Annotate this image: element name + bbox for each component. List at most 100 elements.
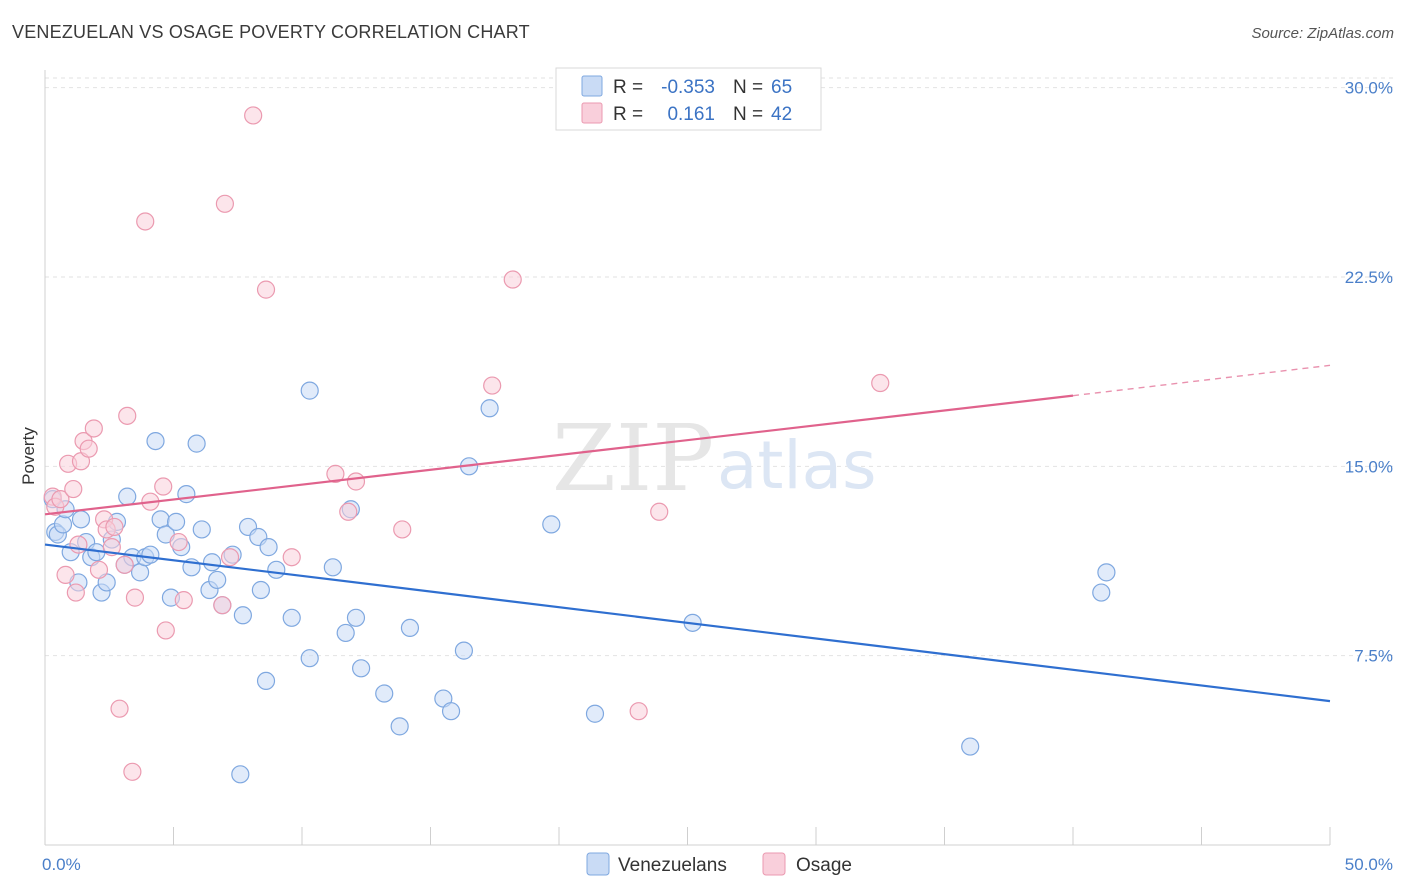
data-point-venezuelans — [118, 487, 137, 506]
data-point-osage — [326, 464, 345, 484]
data-point-osage — [115, 555, 134, 574]
data-point-osage — [650, 502, 669, 521]
watermark-zip: ZIP — [552, 405, 714, 512]
data-point-venezuelans — [375, 684, 394, 703]
data-point-venezuelans — [151, 510, 170, 529]
legend-r-label-osage: R = — [613, 104, 643, 125]
data-point-osage — [110, 699, 129, 718]
data-point-osage — [174, 591, 193, 610]
data-point-osage — [871, 373, 890, 393]
legend-n-label-venezuelans: N = — [733, 77, 763, 98]
data-point-venezuelans — [300, 381, 319, 400]
trend-layer — [44, 364, 1331, 703]
data-point-venezuelans — [454, 641, 474, 660]
data-point-osage — [213, 596, 232, 615]
data-point-venezuelans — [480, 399, 499, 418]
trend-line-osage — [44, 394, 1074, 516]
data-point-osage — [503, 270, 522, 289]
x-tick-label: 0.0% — [42, 855, 81, 874]
y-tick-label: 15.0% — [1345, 457, 1393, 476]
data-point-osage — [154, 477, 173, 496]
watermark-atlas: atlas — [717, 427, 877, 504]
bottom-legend: Venezuelans Osage — [586, 852, 852, 876]
legend-box: R = -0.353 N = 65 R = 0.161 N = 42 — [555, 67, 822, 131]
data-point-venezuelans — [141, 545, 160, 564]
legend-swatch-osage — [581, 102, 603, 124]
data-point-venezuelans — [130, 563, 150, 582]
data-point-venezuelans — [585, 704, 605, 723]
data-point-venezuelans — [1092, 583, 1111, 602]
data-point-osage — [256, 280, 276, 299]
legend-n-label-osage: N = — [733, 104, 763, 125]
data-point-osage — [346, 472, 366, 491]
legend-n-value-osage: 42 — [771, 104, 792, 125]
trend-line-venezuelans — [44, 543, 1331, 703]
data-point-osage — [79, 439, 98, 458]
data-point-osage — [393, 520, 412, 539]
legend-n-value-venezuelans: 65 — [771, 77, 792, 98]
data-point-osage — [64, 479, 83, 499]
data-point-venezuelans — [441, 702, 461, 721]
data-point-venezuelans — [177, 485, 196, 504]
legend-swatch-venezuelans — [581, 75, 603, 97]
data-point-osage — [483, 376, 502, 395]
bottom-legend-label-osage: Osage — [796, 855, 852, 876]
data-point-venezuelans — [400, 618, 420, 637]
data-point-venezuelans — [71, 510, 91, 529]
data-point-venezuelans — [192, 520, 211, 539]
data-point-osage — [66, 583, 85, 602]
bottom-legend-swatch-venezuelans — [586, 852, 610, 876]
data-point-venezuelans — [166, 512, 186, 531]
chart-title: VENEZUELAN VS OSAGE POVERTY CORRELATION … — [12, 22, 530, 42]
data-point-venezuelans — [336, 623, 355, 643]
chart-source: Source: ZipAtlas.com — [1251, 25, 1394, 42]
data-point-venezuelans — [259, 538, 278, 557]
data-point-osage — [169, 532, 188, 552]
legend-r-label-venezuelans: R = — [613, 77, 643, 98]
data-point-venezuelans — [390, 717, 409, 736]
data-point-osage — [244, 106, 263, 125]
data-point-venezuelans — [352, 659, 371, 678]
legend-r-value-osage: 0.161 — [667, 104, 715, 125]
data-point-venezuelans — [300, 649, 319, 668]
data-point-venezuelans — [202, 553, 222, 572]
data-point-venezuelans — [233, 606, 252, 625]
bottom-legend-label-venezuelans: Venezuelans — [618, 855, 727, 876]
data-point-osage — [69, 535, 88, 554]
data-point-osage — [105, 517, 124, 537]
data-point-venezuelans — [231, 765, 250, 784]
data-point-venezuelans — [53, 515, 73, 534]
data-point-osage — [156, 621, 175, 640]
points-layer — [43, 106, 1116, 784]
data-point-venezuelans — [961, 737, 980, 756]
data-point-venezuelans — [1097, 563, 1116, 582]
data-point-venezuelans — [251, 580, 270, 600]
data-point-venezuelans — [323, 558, 342, 577]
x-tick-label: 50.0% — [1345, 855, 1393, 874]
data-point-osage — [282, 548, 301, 567]
data-point-venezuelans — [542, 515, 561, 534]
data-point-venezuelans — [187, 434, 206, 453]
data-point-venezuelans — [282, 608, 301, 627]
data-point-venezuelans — [208, 570, 227, 590]
data-point-venezuelans — [256, 671, 276, 691]
y-tick-label: 30.0% — [1345, 79, 1393, 98]
data-point-osage — [84, 419, 103, 438]
data-point-osage — [89, 560, 109, 579]
data-point-venezuelans — [267, 560, 286, 579]
data-point-osage — [136, 212, 155, 231]
watermark: ZIP atlas — [552, 405, 877, 512]
data-point-osage — [220, 548, 240, 567]
legend-r-value-venezuelans: -0.353 — [661, 77, 715, 98]
data-point-osage — [629, 702, 648, 721]
data-point-osage — [56, 565, 75, 584]
trend-line-dashed-osage — [1072, 364, 1331, 397]
data-point-osage — [339, 502, 358, 521]
data-point-osage — [51, 490, 70, 509]
y-axis-title: Poverty — [19, 427, 38, 485]
axis-layer: 7.5% 15.0% 22.5% 30.0% 0.0% 50.0% — [42, 70, 1393, 874]
data-point-venezuelans — [146, 431, 165, 451]
data-point-venezuelans — [346, 608, 366, 627]
data-point-osage — [125, 588, 145, 607]
